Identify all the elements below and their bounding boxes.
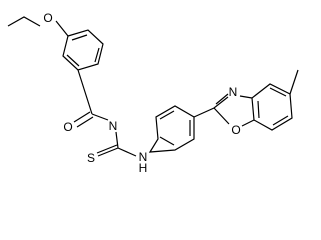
structure: O O N S N H N O xyxy=(7,11,299,175)
atom-label: N xyxy=(139,150,148,164)
page: O O N S N H N O (() => { const data = JS… xyxy=(7,11,299,175)
bonds xyxy=(7,16,299,157)
atom-label: O xyxy=(63,120,72,134)
atom-labels: O O N S N H N O xyxy=(43,11,240,175)
atom-label: O xyxy=(231,123,240,137)
atom-label: N xyxy=(109,119,118,133)
atom-label: H xyxy=(139,161,148,175)
atom-label: O xyxy=(43,11,52,25)
atom-label: N xyxy=(229,85,238,99)
atom-label: S xyxy=(87,151,95,165)
